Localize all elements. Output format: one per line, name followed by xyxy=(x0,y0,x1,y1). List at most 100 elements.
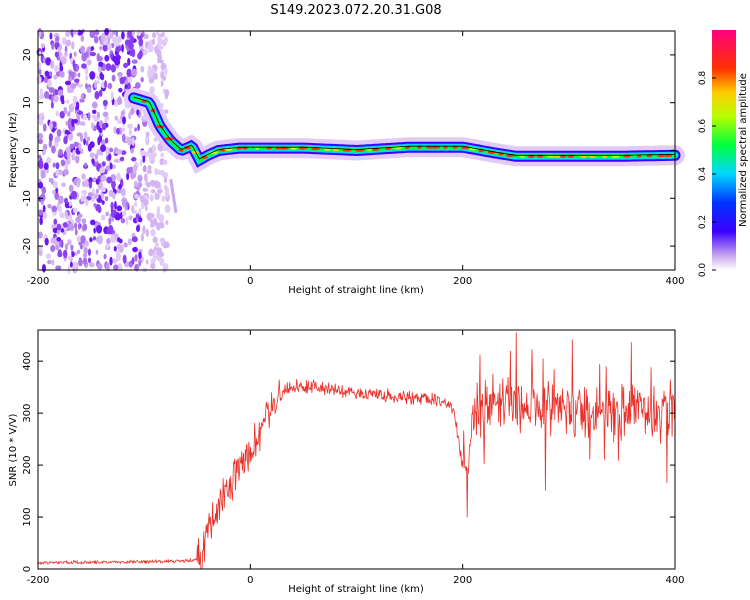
noise-blob xyxy=(138,251,142,260)
noise-blob xyxy=(138,259,142,267)
noise-blob xyxy=(145,135,149,144)
noise-blob xyxy=(56,128,62,137)
noise-blob xyxy=(42,123,47,132)
noise-blob xyxy=(116,188,123,194)
noise-blob xyxy=(89,237,93,243)
spectrogram-y-ticks: -20 -10 0 10 20 xyxy=(22,49,675,254)
noise-blob xyxy=(55,110,59,117)
noise-blob xyxy=(43,91,50,99)
noise-blob xyxy=(81,63,87,69)
noise-blob xyxy=(69,143,75,149)
noise-blob xyxy=(156,188,163,194)
noise-blob xyxy=(126,172,130,181)
noise-blob xyxy=(74,251,78,256)
noise-blob xyxy=(39,93,45,100)
noise-blob xyxy=(150,67,156,76)
noise-blob xyxy=(101,186,106,193)
noise-blob xyxy=(138,217,143,223)
noise-blob xyxy=(100,174,107,182)
noise-blob xyxy=(57,251,63,258)
noise-blob xyxy=(65,31,70,38)
colorbar: 0.0 0.2 0.4 0.6 0.8 Normalized spectral ampl… xyxy=(698,30,749,277)
colorbar-tick-label: 0.8 xyxy=(698,71,708,86)
noise-blob xyxy=(147,65,152,72)
noise-blob xyxy=(72,101,77,108)
noise-blob xyxy=(134,254,138,263)
noise-blob xyxy=(150,262,156,270)
noise-blob xyxy=(143,173,148,182)
noise-blob xyxy=(79,98,85,103)
ridge-hotspot xyxy=(191,150,199,155)
noise-blob xyxy=(151,38,156,46)
noise-blob xyxy=(90,219,96,226)
noise-blob xyxy=(50,244,56,252)
noise-blob xyxy=(137,52,142,60)
noise-blob xyxy=(114,42,120,48)
y-tick-label: -10 xyxy=(22,190,33,206)
noise-blob xyxy=(90,46,95,51)
spectrogram-panel: -200 0 200 400 -20 -10 0 10 20 Height of straig… xyxy=(8,27,685,296)
colorbar-gradient xyxy=(712,30,736,270)
noise-blob xyxy=(101,122,107,131)
noise-blob xyxy=(59,212,66,219)
noise-blob xyxy=(131,137,135,146)
noise-blob xyxy=(158,45,164,50)
noise-blob xyxy=(150,189,156,194)
noise-blob xyxy=(72,149,76,156)
snr-x-label: Height of straight line (km) xyxy=(288,584,424,595)
noise-blob xyxy=(97,262,103,271)
noise-blob xyxy=(121,187,126,197)
noise-blob xyxy=(50,60,55,69)
noise-blob xyxy=(64,129,70,135)
noise-blob xyxy=(54,136,61,143)
noise-blob xyxy=(54,64,59,73)
noise-blob xyxy=(104,80,107,89)
noise-blob xyxy=(38,50,42,58)
noise-blob xyxy=(91,114,97,119)
noise-blob xyxy=(142,165,147,173)
noise-blob xyxy=(66,150,71,160)
noise-blob xyxy=(145,259,149,265)
noise-blob xyxy=(76,180,81,188)
noise-blob xyxy=(63,106,68,115)
noise-blob xyxy=(72,59,76,68)
noise-blob xyxy=(63,169,69,176)
noise-blob xyxy=(42,143,48,151)
noise-blob xyxy=(53,74,58,80)
noise-blob xyxy=(71,41,75,50)
noise-blob xyxy=(132,165,138,172)
noise-blob xyxy=(161,195,165,202)
noise-blob xyxy=(165,89,170,97)
noise-blob xyxy=(114,146,118,152)
snr-series-line xyxy=(37,332,675,570)
noise-blob xyxy=(111,74,116,82)
noise-blob xyxy=(115,30,119,38)
noise-blob xyxy=(120,218,126,224)
noise-blob xyxy=(95,203,101,212)
noise-blob xyxy=(54,191,60,201)
colorbar-tick-label: 0.4 xyxy=(698,167,708,182)
noise-blob xyxy=(113,246,117,252)
noise-blob xyxy=(135,82,141,89)
noise-blob xyxy=(113,158,119,163)
noise-blob xyxy=(116,127,120,135)
noise-blob xyxy=(106,237,111,245)
noise-blob xyxy=(98,61,104,67)
noise-blob xyxy=(159,257,165,266)
noise-blob xyxy=(116,35,122,44)
noise-blob xyxy=(154,169,159,174)
noise-blob xyxy=(137,174,143,183)
noise-blob xyxy=(122,116,126,125)
noise-blob xyxy=(100,73,105,81)
noise-blob xyxy=(71,71,75,80)
noise-blob xyxy=(70,190,78,200)
noise-blob xyxy=(165,220,169,225)
ridge-hotspot xyxy=(209,151,219,155)
noise-blob xyxy=(82,113,88,121)
noise-blob xyxy=(51,259,55,266)
noise-blob xyxy=(48,71,53,77)
noise-blob xyxy=(109,256,113,266)
noise-blob xyxy=(126,68,132,78)
noise-blob xyxy=(89,31,96,39)
ridge-hotspot xyxy=(155,125,165,129)
